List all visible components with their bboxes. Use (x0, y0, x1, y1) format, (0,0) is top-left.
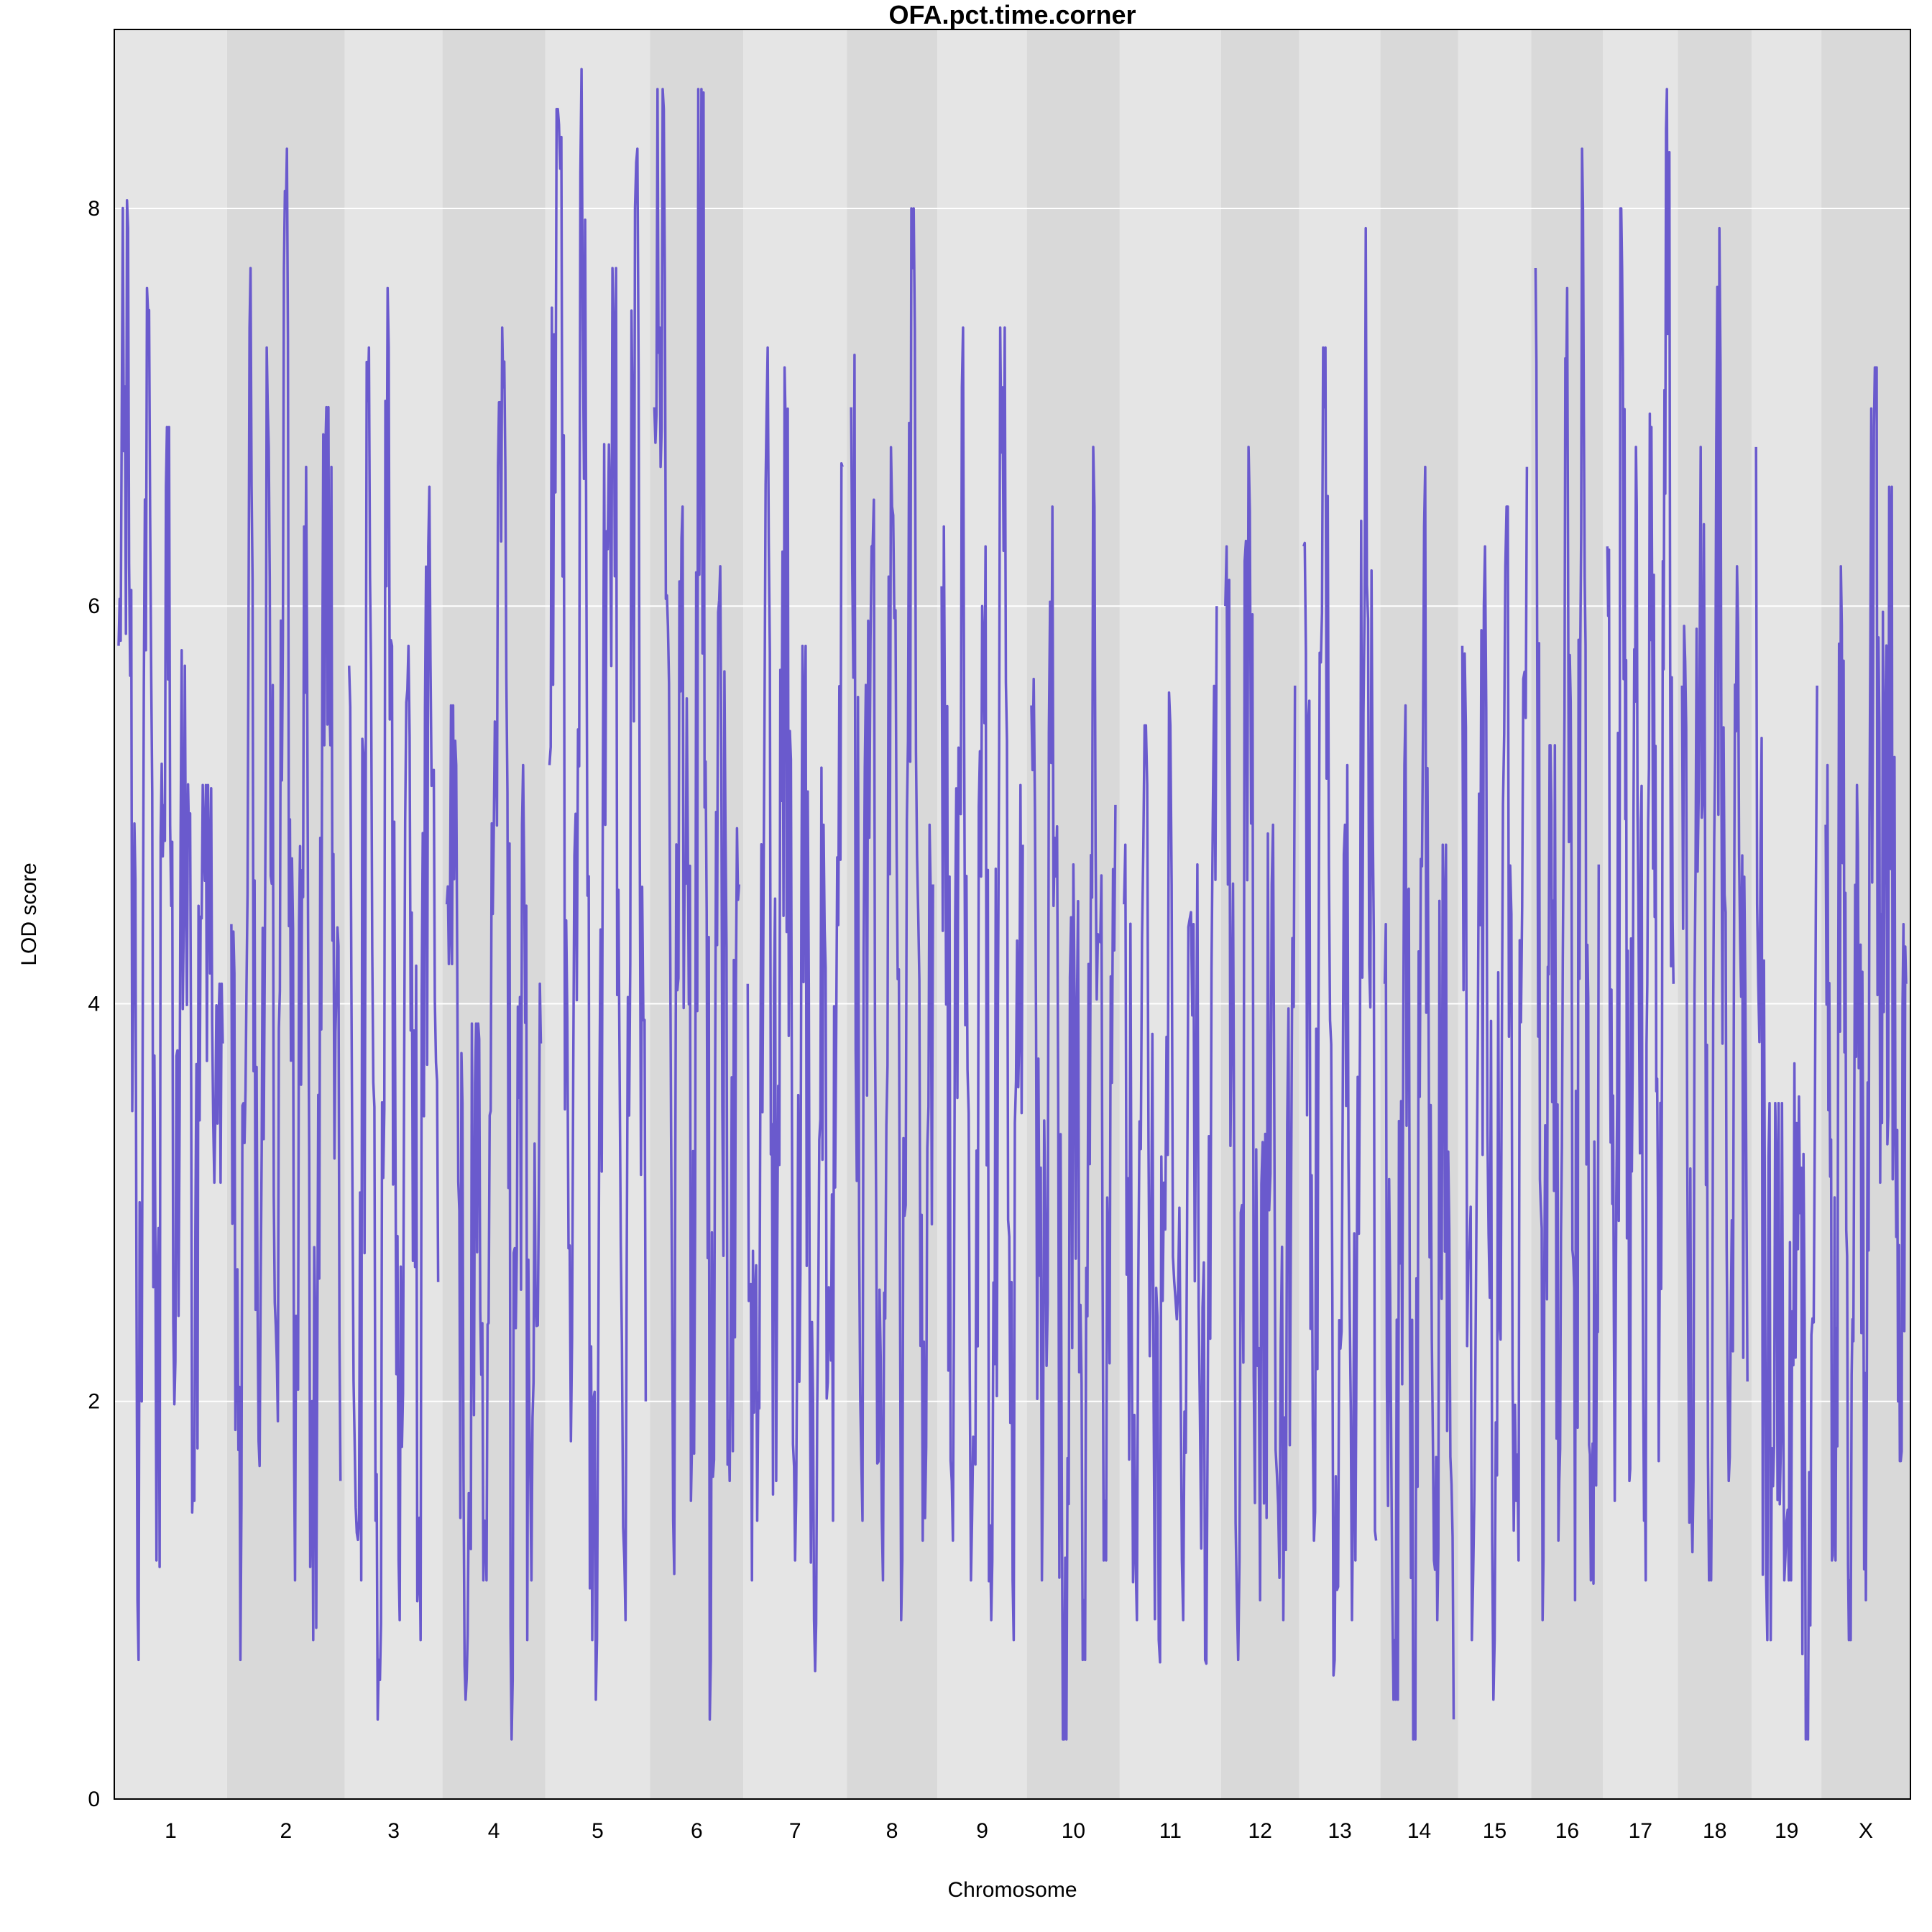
lod-line-chr-17 (1606, 88, 1675, 1582)
x-tick-label-13: 13 (1328, 1819, 1351, 1843)
x-tick-label-4: 4 (488, 1819, 500, 1843)
x-axis-label: Chromosome (947, 1878, 1077, 1902)
x-tick-label-7: 7 (789, 1819, 801, 1843)
y-tick-label-8: 8 (88, 197, 100, 221)
chart-title: OFA.pct.time.corner (888, 0, 1136, 29)
x-tick-label-14: 14 (1407, 1819, 1431, 1843)
x-tick-label-12: 12 (1248, 1819, 1272, 1843)
y-axis: 0 2 4 6 8 (88, 197, 100, 1811)
y-tick-label-4: 4 (88, 992, 100, 1016)
lod-line-chr-1 (117, 198, 224, 1662)
lod-line-chr-19 (1754, 446, 1818, 1741)
lod-series (117, 68, 1908, 1741)
lod-line-chr-14 (1383, 465, 1455, 1741)
x-tick-label-16: 16 (1555, 1819, 1579, 1843)
x-tick-label-19: 19 (1775, 1819, 1798, 1843)
y-tick-label-0: 0 (88, 1788, 100, 1811)
y-axis-label: LOD score (17, 862, 41, 965)
x-tick-label-8: 8 (886, 1819, 898, 1843)
lod-line-chr-11 (1123, 606, 1218, 1665)
lod-line-chr-3 (347, 286, 440, 1721)
lod-line-chr-8 (850, 207, 934, 1622)
x-tick-label-3: 3 (387, 1819, 400, 1843)
lod-line-chr-7 (746, 346, 844, 1673)
lod-line-chr-2 (230, 147, 342, 1662)
x-tick-label-17: 17 (1629, 1819, 1652, 1843)
lod-line-chr-6 (653, 88, 741, 1721)
chromosome-band-2 (226, 29, 345, 1799)
x-tick-label-X: X (1859, 1819, 1873, 1843)
y-tick-label-6: 6 (88, 594, 100, 618)
x-tick-label-18: 18 (1703, 1819, 1726, 1843)
lod-line-chr-9 (940, 326, 1024, 1642)
lod-line-chr-13 (1302, 226, 1378, 1677)
lod-line-chr-4 (445, 326, 543, 1741)
x-tick-label-10: 10 (1062, 1819, 1085, 1843)
lod-line-chr-X (1824, 366, 1908, 1642)
x-tick-label-6: 6 (691, 1819, 703, 1843)
lod-line-chr-10 (1030, 446, 1117, 1741)
x-tick-label-15: 15 (1483, 1819, 1506, 1843)
plot-frame (114, 29, 1911, 1800)
x-tick-label-5: 5 (592, 1819, 604, 1843)
x-tick-label-1: 1 (165, 1819, 177, 1843)
y-tick-label-2: 2 (88, 1390, 100, 1414)
x-tick-label-9: 9 (976, 1819, 988, 1843)
x-tick-label-11: 11 (1159, 1819, 1182, 1843)
lod-line-chr-15 (1460, 466, 1529, 1701)
x-axis: 1 2 3 4 5 6 7 8 9 10 11 12 13 14 15 16 17 18 19 X (165, 1819, 1873, 1843)
lod-line-chr-18 (1680, 226, 1749, 1582)
lod-line-chr-12 (1224, 446, 1297, 1662)
lod-line-chr-16 (1534, 147, 1601, 1622)
lod-line-chr-5 (548, 68, 648, 1701)
x-tick-label-2: 2 (280, 1819, 292, 1843)
